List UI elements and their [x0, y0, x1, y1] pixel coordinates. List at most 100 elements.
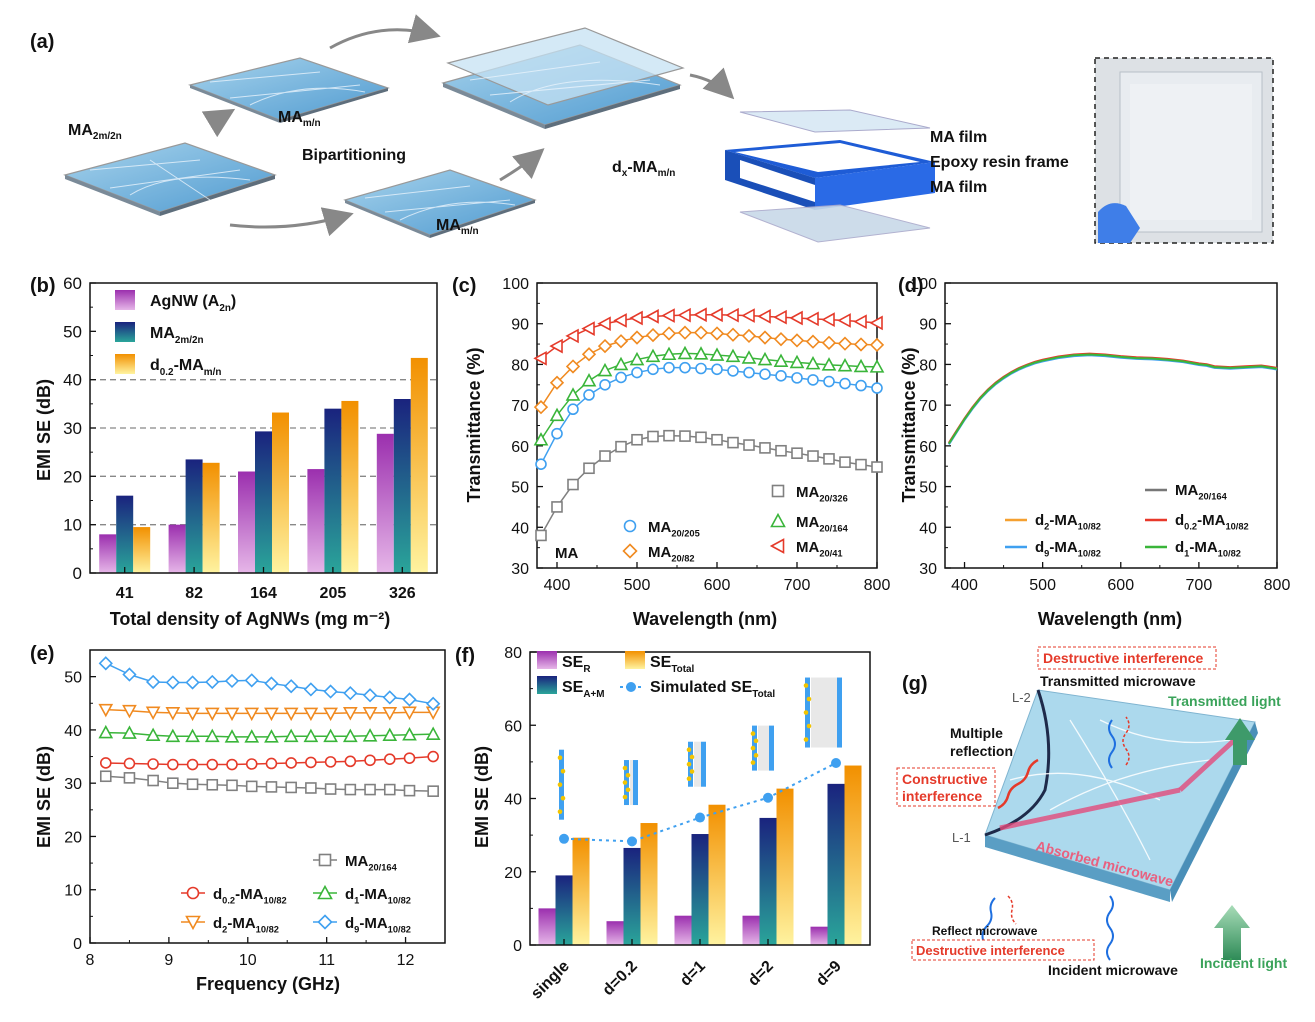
chart-c-point — [645, 348, 661, 363]
chart-c-point — [583, 462, 595, 475]
chart-c-point — [839, 456, 851, 468]
chart-c-point — [677, 307, 691, 323]
mamn-bot-label: MA — [436, 217, 461, 234]
chart-e-point — [167, 758, 179, 771]
chart-f-inset-dot — [750, 745, 756, 751]
chart-b-xlabel: Total density of AgNWs (mg m⁻²) — [110, 609, 391, 629]
chart-f-simulated-point — [763, 792, 773, 803]
chart-f-bar — [810, 926, 828, 945]
chart-c-point — [805, 355, 821, 370]
dx-label: d — [612, 159, 622, 176]
chart-e-legend-label: d0.2-MA10/82 — [213, 886, 287, 906]
chart-c-point — [567, 478, 579, 491]
chart-e-point — [323, 684, 338, 699]
chart-e-point — [185, 728, 200, 743]
chart-b-y-tick-label: 10 — [63, 516, 82, 535]
chart-c-point — [725, 307, 739, 323]
chart-e-legend-label-part: -MA — [235, 886, 263, 903]
chart-d-x-tick-label: 800 — [1264, 577, 1291, 594]
chart-c-y-tick-label: 80 — [511, 357, 529, 374]
chart-c-point — [773, 353, 789, 367]
chart-c-legend-label: MA20/164 — [796, 514, 849, 534]
chart-f-inset-dot — [806, 723, 812, 729]
chart-e-legend-marker — [185, 915, 201, 931]
chart-c-point — [741, 350, 757, 364]
incident-mw-label: Incident microwave — [1048, 962, 1178, 978]
chart-c-point — [871, 461, 883, 473]
chart-f-simulated-point — [559, 833, 569, 844]
chart-d-legend-label-part: 9 — [1044, 549, 1049, 559]
chart-d-legend-label-part: -MA — [1049, 539, 1077, 556]
chart-c-legend-marker — [623, 519, 637, 533]
chart-c-point — [581, 321, 595, 336]
chart-e-point — [285, 781, 297, 794]
chart-c-legend-label-part: 20/41 — [819, 549, 842, 559]
chart-d: (d) 30 40 50 60 70 80 90 100 400 500 600 700 800 Wavel… — [898, 275, 1290, 629]
chart-f-bar — [555, 875, 573, 945]
chart-c-point — [549, 338, 563, 354]
chart-b-xtick-label: 164 — [250, 585, 277, 602]
chart-b-xtick-label: 82 — [185, 585, 203, 602]
chart-b-xtick-label: 205 — [320, 585, 347, 602]
chart-c-y-tick-label: 40 — [511, 520, 529, 537]
chart-e-point — [425, 726, 441, 740]
chart-b-bar — [393, 399, 411, 573]
chart-e-point — [303, 682, 319, 697]
chart-c-point — [661, 346, 677, 361]
sheet-mamn-bottom — [343, 169, 537, 238]
chart-e-legend-marker — [186, 886, 200, 900]
epoxy-frame-label: Epoxy resin frame — [930, 154, 1069, 171]
chart-c-point — [759, 368, 771, 381]
chart-c-point — [789, 310, 803, 326]
chart-e-legend-label-part: 9 — [354, 925, 359, 935]
chart-c-point — [807, 450, 819, 462]
chart-c-point — [821, 357, 837, 371]
chart-e-legend-label-part: 10/82 — [263, 896, 286, 906]
chart-c-point — [709, 347, 725, 361]
chart-d-legend-label-part: d — [1175, 539, 1184, 556]
chart-d-label: (d) — [898, 275, 924, 297]
chart-e-legend-label-part: d — [345, 915, 354, 932]
chart-c-point — [727, 436, 739, 449]
chart-f-inset-dot — [753, 738, 759, 744]
chart-c-point — [709, 307, 723, 323]
chart-f-inset-dot — [686, 776, 692, 782]
chart-e-legend-label-part: 10/82 — [256, 925, 279, 935]
chart-c-point — [853, 358, 869, 373]
reflection-label: reflection — [950, 743, 1013, 759]
chart-e-point — [147, 774, 159, 787]
chart-e-point — [123, 757, 136, 770]
chart-c-point — [647, 363, 659, 376]
chart-e-point — [402, 727, 417, 741]
chart-d-xlabel: Wavelength (nm) — [1038, 609, 1182, 629]
chart-c-point — [645, 327, 661, 343]
chart-e-point — [342, 728, 358, 743]
chart-c-point — [565, 328, 579, 344]
chart-c-ylabel: Transmittance (%) — [464, 347, 484, 502]
chart-d-legend-label-part: 10/82 — [1218, 549, 1241, 559]
chart-f-inset-gap — [758, 725, 769, 771]
chart-f-bar — [572, 837, 590, 945]
chart-e-x-tick-label: 8 — [86, 952, 95, 969]
chart-c-y-tick-label: 30 — [511, 561, 529, 578]
transmitted-light-arrow-icon — [1225, 718, 1255, 765]
chart-f-inset-dot — [753, 753, 759, 758]
chart-c-point — [581, 347, 597, 362]
chart-c-point — [565, 359, 581, 374]
chart-c-point — [741, 328, 757, 344]
chart-c-point — [663, 429, 675, 442]
chart-c-point — [645, 309, 659, 324]
chart-e-ylabel: EMI SE (dB) — [34, 746, 54, 848]
chart-f-inset-dot — [806, 696, 812, 702]
chart-e-point — [98, 724, 114, 739]
chart-f-xtick-label: single — [528, 958, 573, 1003]
chart-c-point — [599, 450, 611, 462]
chart-c-point — [615, 371, 627, 384]
chart-c-point — [837, 336, 853, 351]
chart-f-ylabel: EMI SE (dB) — [472, 746, 492, 848]
chart-c-x-tick-label: 700 — [784, 577, 811, 594]
chart-c-point — [853, 314, 867, 330]
chart-f-y-tick-label: 40 — [504, 792, 522, 809]
chart-e-point — [323, 728, 338, 743]
chart-c-point — [743, 439, 755, 451]
